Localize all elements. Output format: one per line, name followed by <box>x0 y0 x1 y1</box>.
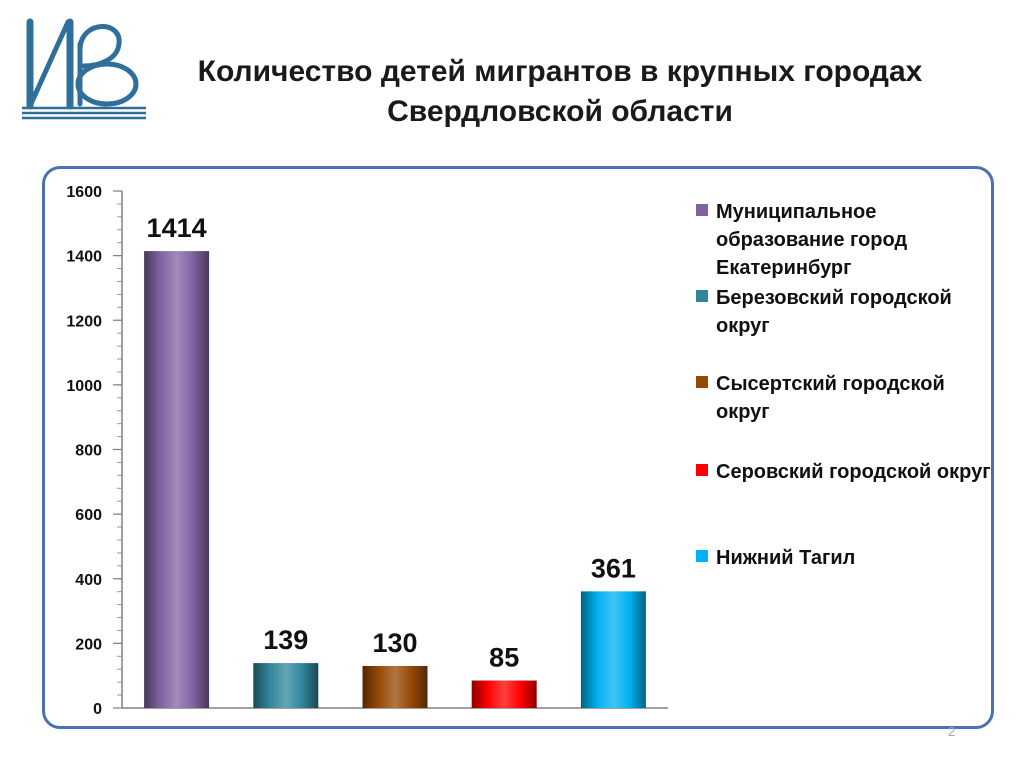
bar <box>362 665 428 708</box>
y-tick-label: 200 <box>75 636 102 653</box>
legend-swatch <box>696 464 708 476</box>
bar <box>471 680 537 708</box>
legend-label: Серовский городской округ <box>716 461 991 483</box>
legend-label: Сысертский городской округ <box>716 373 945 423</box>
bar-value-label: 139 <box>263 625 308 655</box>
legend-item: Серовский городской округ <box>696 458 991 486</box>
bar-value-label: 361 <box>591 553 636 583</box>
bar-value-label: 1414 <box>147 213 207 243</box>
bar <box>580 591 646 708</box>
legend-item: Нижний Тагил <box>696 544 855 572</box>
legend-item: Муниципальное образование город Екатерин… <box>696 198 1001 282</box>
organization-logo <box>22 18 146 120</box>
y-tick-label: 1200 <box>66 313 102 330</box>
y-tick-label: 1000 <box>66 378 102 395</box>
legend-label: Нижний Тагил <box>716 547 856 569</box>
bar-value-label: 130 <box>372 628 417 658</box>
slide-title: Количество детей мигрантов в крупных гор… <box>197 55 923 128</box>
legend-swatch <box>696 376 708 388</box>
y-tick-label: 400 <box>75 572 102 589</box>
legend-swatch <box>696 290 708 302</box>
legend-swatch <box>696 204 708 216</box>
legend-item: Березовский городской округ <box>696 284 1001 340</box>
legend-label: Муниципальное образование город Екатерин… <box>716 201 908 279</box>
bar <box>253 663 319 708</box>
bar-value-label: 85 <box>489 643 519 673</box>
y-tick-label: 1600 <box>66 184 102 201</box>
y-tick-label: 0 <box>93 701 102 718</box>
bar <box>144 251 210 708</box>
y-tick-label: 800 <box>75 443 102 460</box>
legend-label: Березовский городской округ <box>716 287 952 337</box>
slide-number: 2 <box>948 724 956 739</box>
legend-swatch <box>696 550 708 562</box>
legend-item: Сысертский городской округ <box>696 370 1001 426</box>
y-tick-label: 1400 <box>66 249 102 266</box>
y-tick-label: 600 <box>75 507 102 524</box>
